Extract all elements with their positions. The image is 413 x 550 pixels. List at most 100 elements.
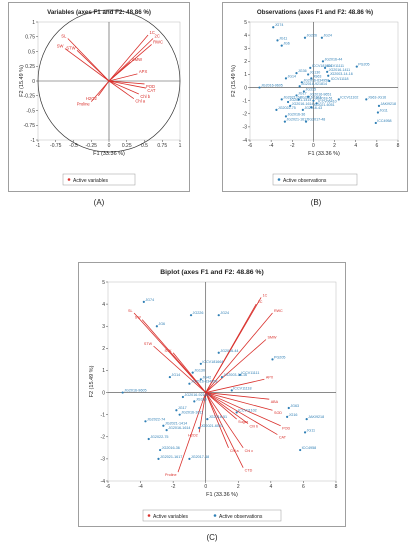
x-tick-label: 6 [375, 143, 378, 149]
observation-point [198, 426, 201, 430]
variable-label: STW [144, 342, 153, 346]
variable-vector [205, 378, 265, 393]
variable-label: 1C [263, 293, 268, 297]
observation-label: JG2021-74 [283, 95, 301, 99]
observation-label: JG42 [202, 375, 211, 379]
variable-label: Proline [77, 102, 91, 107]
observation-label: JG2016-921814 [184, 393, 210, 397]
observation-point [181, 395, 185, 399]
observation-point [307, 73, 310, 76]
observation-point [295, 72, 298, 75]
x-tick-label: 2 [237, 484, 240, 490]
observation-label: JG2016-1614 [292, 102, 314, 106]
variable-label: RWC [274, 309, 283, 313]
observation-point [286, 415, 289, 418]
variable-label: Sugar [238, 420, 249, 424]
variable-vector [141, 319, 207, 393]
variable-label: RWC [153, 39, 163, 44]
observation-label: ICCV181664 [312, 64, 333, 68]
y-tick-label: 5 [102, 280, 105, 286]
variable-vector [108, 73, 138, 82]
x-tick-label: 0.5 [141, 143, 148, 149]
observation-label: JG6 [158, 322, 165, 326]
legend-label: Active variables [73, 178, 109, 184]
variable-label: APX [266, 375, 274, 379]
y-tick-label: -1 [243, 98, 248, 104]
y-tick-label: 4 [102, 302, 105, 308]
variable-label: STK [164, 349, 172, 353]
observation-point [191, 371, 194, 374]
variable-label: STW [66, 45, 75, 50]
observation-label: ICCV11102 [238, 408, 257, 412]
observation-label: ICCV181664 [202, 360, 223, 364]
variable-label: H2O2 [86, 96, 98, 101]
observation-label: JAKI9218 [380, 102, 396, 106]
observation-point [327, 74, 330, 77]
observation-label: JG63 [313, 74, 322, 78]
observation-label: JG2022-75 [150, 435, 168, 439]
observation-point [217, 314, 220, 317]
observation-label: PG205 [274, 355, 285, 359]
observation-point [310, 77, 313, 80]
y-tick-label: 5 [244, 20, 247, 26]
variable-vector [205, 312, 273, 393]
variable-label: ABA [271, 400, 279, 404]
observation-point [217, 351, 220, 354]
legend-box [272, 173, 358, 186]
y-axis-label: F2 (15.49 %) [89, 365, 95, 397]
observation-label: JG2016-43 [304, 106, 322, 110]
observation-label: JG11 [307, 428, 316, 432]
observation-point [310, 106, 313, 109]
y-tick-label: 0.5 [28, 49, 35, 55]
legend-label: Active observations [219, 514, 263, 520]
observation-point [284, 77, 288, 80]
variable-label: CAT [279, 436, 287, 440]
variable-label: APX [139, 69, 148, 74]
observation-point [321, 60, 325, 63]
observation-label: ICCV11118 [331, 77, 349, 81]
observation-point [305, 417, 308, 421]
observation-label: JG2016-1611 [300, 95, 322, 99]
variable-label: SW [57, 44, 64, 49]
y-tick-label: -2 [101, 435, 106, 441]
x-tick-label: 8 [397, 143, 400, 149]
observation-point [271, 358, 274, 361]
observation-point [309, 66, 312, 69]
observation-label: JG226 [193, 311, 204, 315]
y-tick-label: -4 [101, 479, 106, 485]
observation-label: JG2021-1414 [165, 422, 187, 426]
observation-label: ICC4958 [377, 119, 391, 123]
observation-point [199, 378, 202, 381]
observation-point [301, 108, 304, 111]
observation-label: JAKI9218 [308, 415, 324, 419]
variable-label: 2C [155, 34, 160, 39]
x-tick-label: 1 [179, 143, 182, 149]
variable-vector [205, 392, 244, 449]
observation-label: JG2016-9605 [124, 389, 146, 393]
observation-point [235, 411, 238, 414]
observation-label: JG14 [171, 373, 180, 377]
observation-label: JG226 [306, 34, 317, 38]
variable-vector [76, 50, 110, 82]
x-tick-label: 0.25 [122, 143, 132, 149]
observation-label: JG63 [290, 404, 299, 408]
observation-point [121, 391, 124, 394]
x-axis-label: F1 (33.36 %) [93, 151, 125, 157]
variable-vector [64, 48, 110, 82]
legend-label: Active variables [153, 514, 189, 520]
observation-label: JG2021-1414 [290, 98, 312, 102]
observation-label: PG205 [358, 63, 369, 67]
observation-point [299, 448, 302, 452]
x-tick-label: -6 [248, 143, 253, 149]
x-tick-label: 6 [302, 484, 305, 490]
observation-label: ICCV11111 [327, 64, 345, 68]
variable-vector [108, 38, 154, 82]
y-tick-label: 0 [102, 390, 105, 396]
observation-point [312, 99, 315, 102]
observation-point [188, 457, 191, 460]
observation-point [280, 98, 283, 101]
y-tick-label: 4 [244, 33, 247, 39]
observation-label: JG11 [379, 108, 387, 112]
variable-label: SW [135, 316, 141, 320]
legend-marker [147, 514, 151, 517]
